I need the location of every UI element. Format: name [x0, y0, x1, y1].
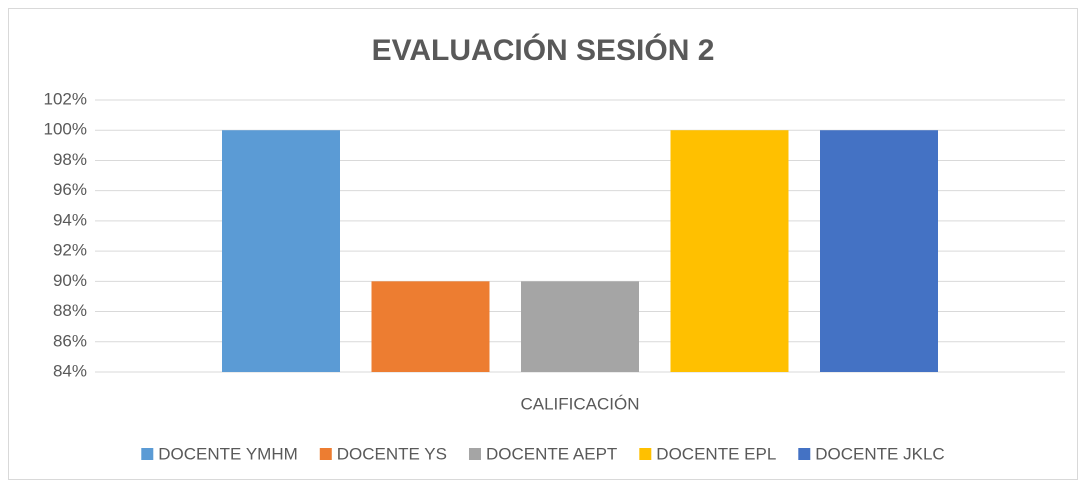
y-tick-label: 100%: [44, 120, 87, 139]
bar: [820, 130, 938, 372]
legend-label: DOCENTE EPL: [656, 444, 776, 463]
bar: [521, 281, 639, 372]
x-tick-label: CALIFICACIÓN: [520, 394, 639, 413]
chart-title: EVALUACIÓN SESIÓN 2: [372, 33, 715, 67]
y-tick-label: 84%: [53, 361, 87, 380]
bar: [222, 130, 340, 372]
y-tick-label: 102%: [44, 89, 87, 108]
y-tick-label: 90%: [53, 271, 87, 290]
y-tick-label: 98%: [53, 150, 87, 169]
bar: [670, 130, 789, 372]
y-tick-label: 94%: [53, 210, 87, 229]
legend-swatch: [319, 448, 332, 460]
legend-swatch: [798, 448, 811, 460]
y-tick-label: 96%: [53, 180, 87, 199]
y-tick-label: 92%: [53, 241, 87, 260]
legend-label: DOCENTE YS: [337, 444, 447, 463]
legend-label: DOCENTE AEPT: [486, 444, 617, 463]
legend-swatch: [141, 448, 154, 460]
legend-label: DOCENTE YMHM: [158, 444, 297, 463]
y-tick-label: 86%: [53, 331, 87, 350]
bar: [371, 281, 490, 372]
legend-swatch: [639, 448, 652, 460]
legend-label: DOCENTE JKLC: [815, 444, 944, 463]
y-tick-label: 88%: [53, 301, 87, 320]
legend-swatch: [468, 448, 481, 460]
